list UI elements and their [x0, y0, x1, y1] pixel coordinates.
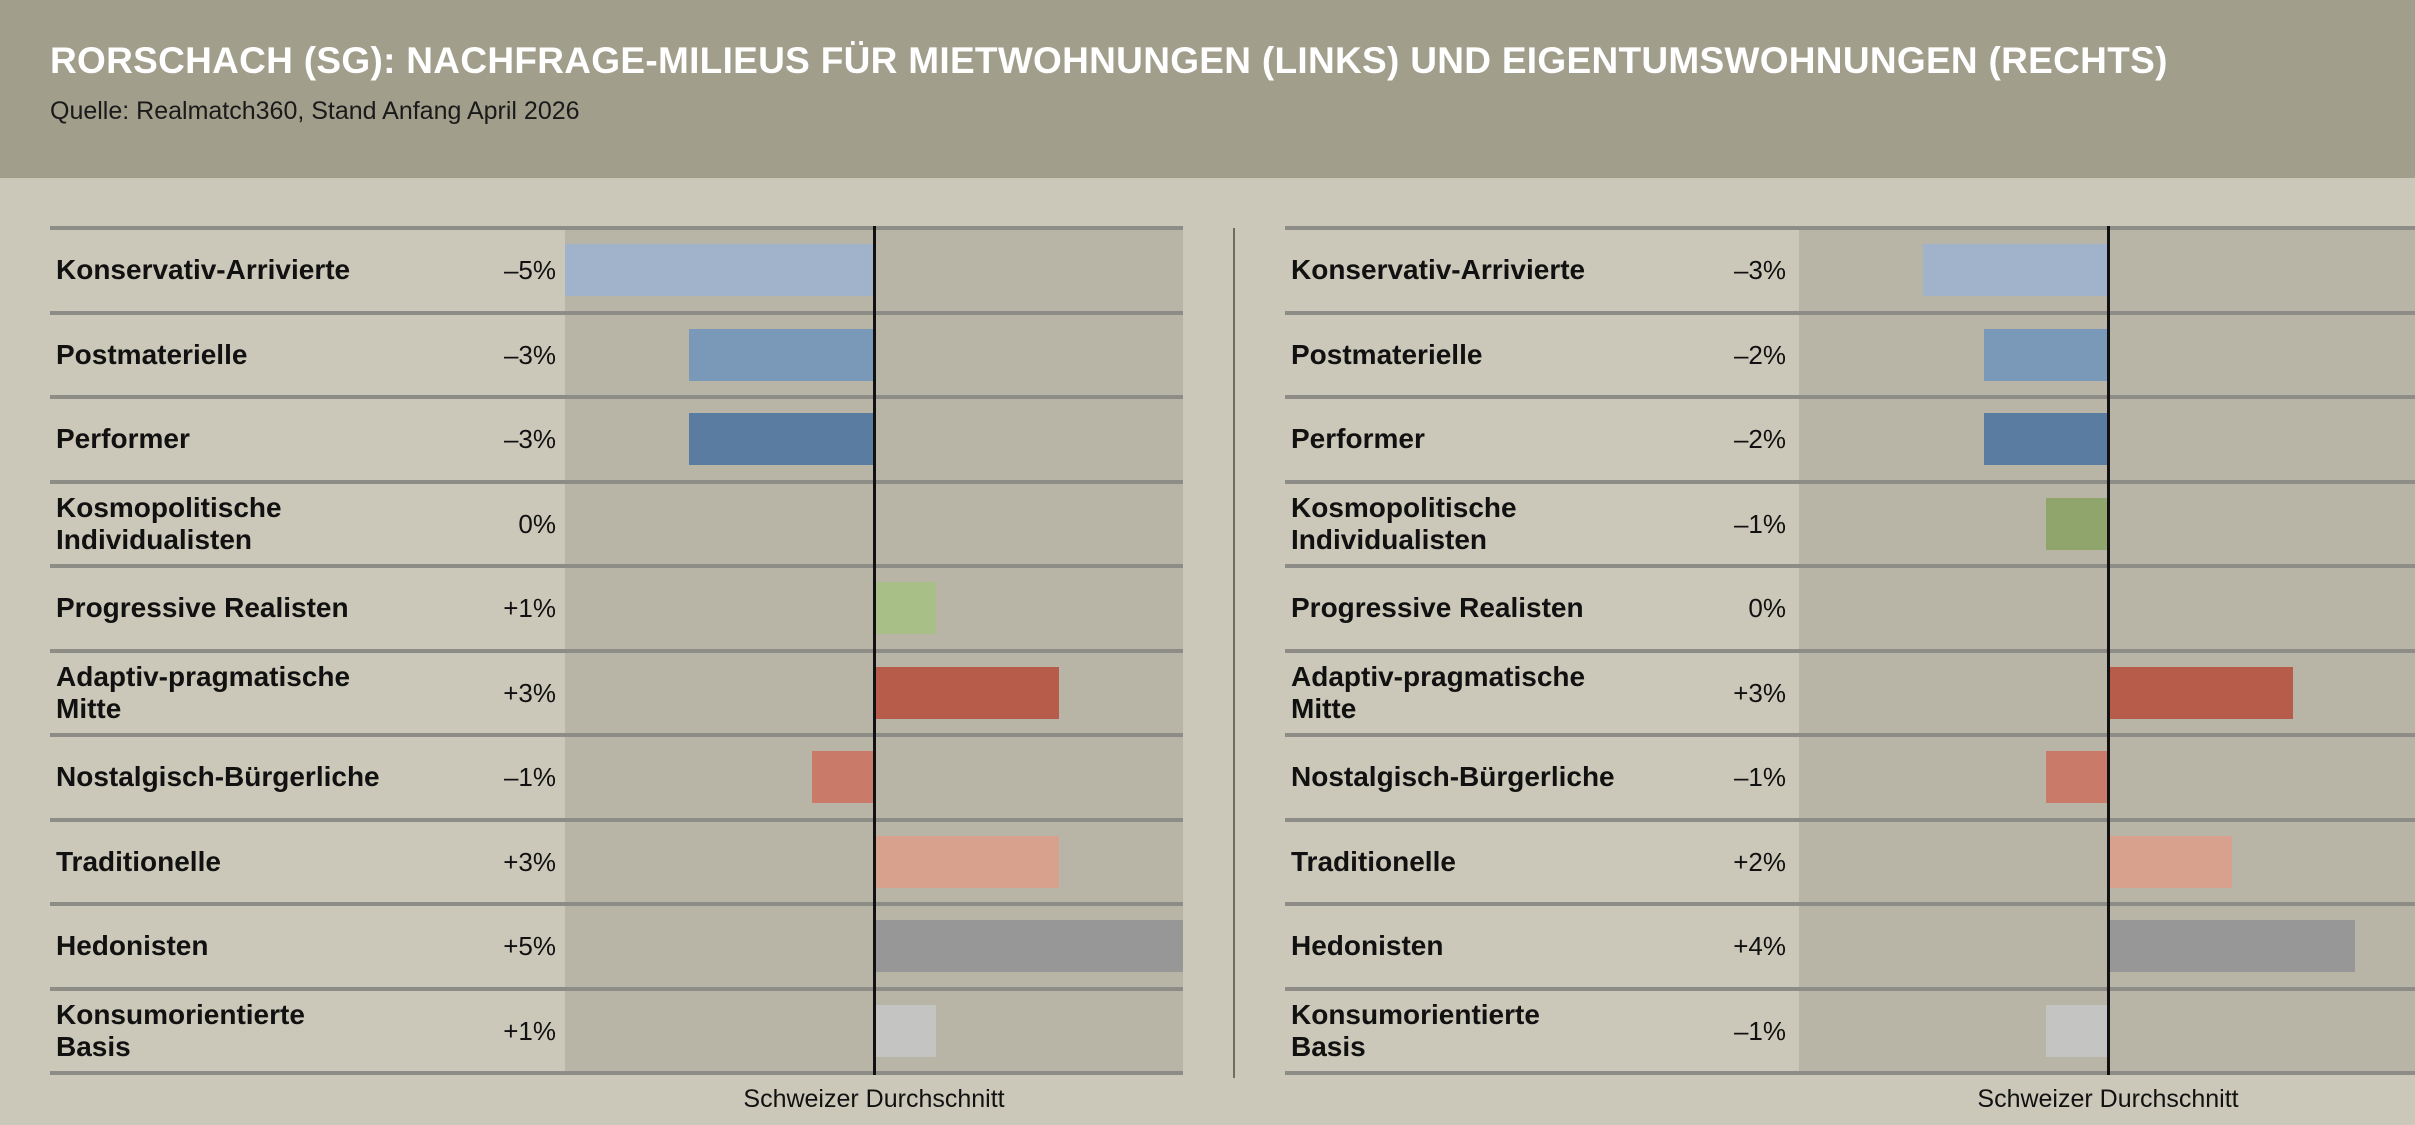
value-label: +3%	[503, 846, 556, 877]
category-label: Konservativ-Arrivierte	[56, 254, 351, 286]
bar-postmaterielle	[688, 328, 874, 381]
value-label: –3%	[503, 424, 556, 455]
value-label: +3%	[503, 677, 556, 708]
row-separator	[1285, 479, 2415, 484]
reference-line	[2106, 226, 2110, 1075]
chart-title: RORSCHACH (SG): NACHFRAGE-MILIEUS FÜR MI…	[50, 40, 2168, 81]
bar-performer	[688, 413, 874, 466]
value-label: –2%	[1733, 339, 1786, 370]
bar-nostalgisch-bürgerliche	[812, 751, 874, 804]
row-separator	[50, 1071, 1183, 1075]
row-separator	[50, 817, 1183, 822]
bar-progressive-realisten	[874, 582, 936, 635]
category-label: Hedonisten	[1291, 930, 1444, 962]
bar-postmaterielle	[1984, 328, 2108, 381]
bar-nostalgisch-bürgerliche	[2046, 751, 2108, 804]
value-label: –1%	[1733, 1015, 1786, 1046]
row-separator	[1285, 310, 2415, 315]
category-label: Traditionelle	[1291, 845, 1456, 877]
bar-traditionelle	[874, 835, 1060, 888]
value-label: +2%	[1733, 846, 1786, 877]
row-separator	[50, 310, 1183, 315]
value-label: –3%	[503, 339, 556, 370]
category-label: Postmaterielle	[1291, 338, 1483, 370]
value-label: –1%	[1733, 508, 1786, 539]
value-label: –5%	[503, 255, 556, 286]
category-label: Traditionelle	[56, 845, 221, 877]
bar-performer	[1984, 413, 2108, 466]
category-label: Progressive Realisten	[56, 592, 349, 624]
category-label: Konsumorientierte	[1291, 998, 1540, 1030]
bar-hedonisten	[874, 920, 1183, 973]
header-band: RORSCHACH (SG): NACHFRAGE-MILIEUS FÜR MI…	[0, 0, 2415, 178]
row-separator	[1285, 902, 2415, 906]
bar-hedonisten	[2108, 920, 2356, 973]
value-label: –3%	[1733, 255, 1786, 286]
value-label: –1%	[503, 762, 556, 793]
row-separator	[1285, 564, 2415, 568]
reference-line	[872, 226, 876, 1075]
value-label: –2%	[1733, 424, 1786, 455]
category-label: Progressive Realisten	[1291, 592, 1584, 624]
row-separator	[1285, 817, 2415, 822]
bar-adaptiv-pragmatische-mitte	[2108, 666, 2294, 719]
category-label: Nostalgisch-Bürgerliche	[56, 761, 380, 793]
value-label: 0%	[1748, 593, 1786, 624]
reference-line-label: Schweizer Durchschnitt	[743, 1085, 1005, 1113]
row-separator	[1285, 986, 2415, 991]
row-separator	[50, 733, 1183, 737]
category-label-line2: Basis	[1291, 1030, 1366, 1062]
category-label: Hedonisten	[56, 930, 209, 962]
row-separator	[50, 479, 1183, 484]
category-label: Adaptiv-pragmatische	[1291, 660, 1586, 692]
category-label-line2: Mitte	[56, 692, 122, 724]
row-separator	[1285, 733, 2415, 737]
category-label: Performer	[1291, 423, 1425, 455]
value-label: +5%	[503, 931, 556, 962]
row-separator	[50, 395, 1183, 399]
value-label: +1%	[503, 593, 556, 624]
category-label-line2: Individualisten	[56, 523, 253, 555]
row-separator	[50, 986, 1183, 991]
category-label: Adaptiv-pragmatische	[56, 660, 351, 692]
row-separator	[50, 564, 1183, 568]
category-label: Nostalgisch-Bürgerliche	[1291, 761, 1615, 793]
value-label: –1%	[1733, 762, 1786, 793]
category-label-line2: Individualisten	[1291, 523, 1488, 555]
row-separator	[1285, 1071, 2415, 1075]
category-label: Postmaterielle	[56, 338, 248, 370]
row-separator	[50, 902, 1183, 906]
category-label: Konsumorientierte	[56, 998, 305, 1030]
row-separator	[1285, 395, 2415, 399]
bar-kosmopolitische-individualisten	[2046, 497, 2108, 550]
value-label: +4%	[1733, 931, 1786, 962]
category-label-line2: Basis	[56, 1030, 131, 1062]
value-label: +1%	[503, 1015, 556, 1046]
value-label: 0%	[518, 508, 556, 539]
category-label: Kosmopolitische	[1291, 491, 1517, 523]
bar-konsumorientierte-basis	[874, 1004, 936, 1057]
bar-konsumorientierte-basis	[2046, 1004, 2108, 1057]
bar-traditionelle	[2108, 835, 2232, 888]
category-label-line2: Mitte	[1291, 692, 1357, 724]
bar-konservativ-arrivierte	[565, 244, 874, 297]
reference-line-label: Schweizer Durchschnitt	[1977, 1085, 2239, 1113]
row-separator	[50, 226, 1183, 230]
category-label: Konservativ-Arrivierte	[1291, 254, 1586, 286]
value-label: +3%	[1733, 677, 1786, 708]
chart-source: Quelle: Realmatch360, Stand Anfang April…	[50, 97, 580, 125]
category-label: Performer	[56, 423, 190, 455]
row-separator	[1285, 226, 2415, 230]
row-separator	[50, 648, 1183, 653]
category-label: Kosmopolitische	[56, 491, 282, 523]
bar-konservativ-arrivierte	[1922, 244, 2108, 297]
row-separator	[1285, 648, 2415, 653]
bar-adaptiv-pragmatische-mitte	[874, 666, 1060, 719]
panel-divider	[1233, 228, 1235, 1078]
